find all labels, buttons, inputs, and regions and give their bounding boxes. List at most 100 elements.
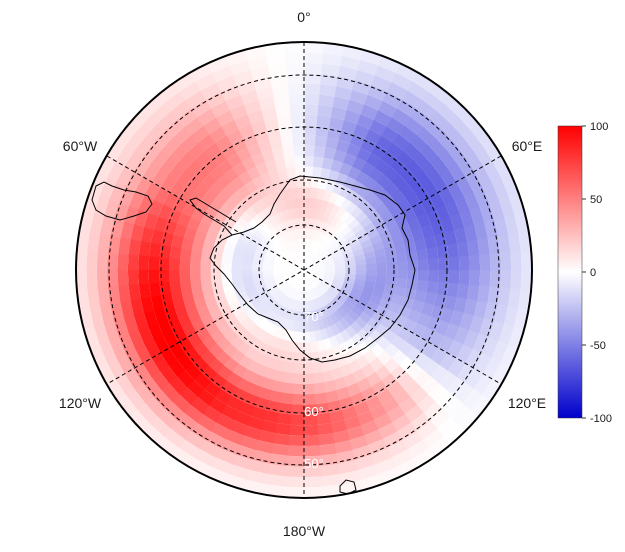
field-cell	[304, 260, 310, 270]
field-cell	[360, 49, 384, 66]
field-cell	[304, 114, 319, 126]
field-cell	[375, 323, 389, 338]
field-cell	[277, 316, 287, 329]
field-cell	[259, 306, 271, 318]
field-cell	[176, 369, 195, 388]
field-cell	[128, 190, 145, 210]
field-cell	[252, 265, 263, 270]
field-cell	[302, 249, 305, 260]
field-cell	[316, 340, 326, 352]
field-cell	[348, 238, 361, 249]
field-cell	[296, 249, 302, 261]
field-cell	[288, 424, 304, 436]
field-cell	[357, 59, 380, 76]
field-cell	[313, 272, 324, 278]
field-cell	[303, 362, 313, 374]
field-cell	[299, 218, 305, 229]
field-cell	[386, 117, 407, 135]
field-cell	[250, 65, 272, 80]
field-cell	[360, 104, 380, 121]
field-cell	[242, 425, 262, 441]
field-cell	[416, 213, 431, 229]
field-cell	[189, 396, 209, 415]
field-cell	[304, 207, 310, 219]
field-cell	[252, 313, 264, 326]
field-cell	[348, 291, 361, 302]
field-cell	[303, 311, 309, 322]
field-cell	[504, 213, 519, 236]
field-cell	[282, 246, 291, 256]
field-cell	[279, 178, 291, 190]
field-cell	[250, 337, 263, 351]
field-cell	[283, 266, 294, 270]
field-cell	[240, 89, 260, 105]
field-cell	[268, 246, 279, 255]
field-cell	[321, 370, 334, 383]
field-cell	[307, 310, 313, 322]
field-cell	[196, 388, 215, 406]
field-cell	[298, 321, 304, 333]
field-cell	[264, 344, 276, 358]
field-cell	[277, 293, 287, 304]
field-cell	[343, 416, 361, 431]
field-cell	[168, 162, 186, 181]
field-cell	[243, 333, 257, 347]
field-cell	[241, 269, 253, 276]
lat-label-50: 50°	[304, 456, 324, 471]
field-cell	[286, 230, 294, 242]
field-cell	[324, 347, 336, 361]
field-cell	[200, 260, 212, 270]
field-cell	[403, 288, 417, 301]
field-cell	[235, 238, 248, 249]
field-cell	[278, 222, 287, 235]
field-cell	[304, 93, 321, 105]
field-cell	[366, 300, 380, 312]
field-cell	[304, 135, 317, 147]
field-cell	[333, 278, 344, 285]
field-cell	[298, 270, 304, 280]
field-cell	[354, 228, 368, 240]
field-cell	[295, 279, 301, 290]
field-cell	[172, 126, 192, 146]
field-cell	[416, 279, 428, 293]
field-cell	[133, 311, 149, 331]
field-cell	[255, 162, 270, 177]
field-cell	[491, 178, 509, 201]
field-cell	[284, 156, 296, 168]
field-cell	[252, 214, 265, 226]
field-cell	[295, 290, 301, 301]
field-cell	[339, 317, 351, 330]
field-cell	[266, 463, 287, 477]
field-cell	[322, 338, 333, 351]
field-cell	[162, 330, 179, 348]
field-cell	[430, 220, 445, 236]
field-cell	[500, 344, 519, 368]
field-cell	[113, 317, 129, 338]
field-cell	[236, 79, 257, 95]
field-cell	[367, 317, 381, 331]
field-cell	[302, 466, 323, 478]
field-cell	[220, 404, 239, 421]
field-cell	[244, 193, 257, 207]
field-cell	[344, 261, 356, 267]
field-cell	[231, 305, 245, 318]
field-cell	[285, 198, 294, 210]
field-cell	[439, 150, 458, 170]
field-cell	[312, 372, 324, 384]
field-cell	[285, 308, 294, 321]
field-cell	[284, 42, 306, 54]
field-cell	[304, 145, 316, 157]
field-cell	[376, 270, 387, 278]
field-cell	[313, 382, 326, 394]
field-cell	[157, 203, 173, 221]
field-cell	[274, 422, 291, 436]
field-cell	[437, 103, 459, 125]
field-cell	[253, 256, 264, 263]
field-cell	[359, 216, 373, 229]
field-cell	[319, 295, 328, 306]
field-cell	[478, 318, 495, 339]
field-cell	[345, 337, 358, 352]
field-cell	[405, 117, 425, 136]
field-cell	[423, 163, 441, 182]
